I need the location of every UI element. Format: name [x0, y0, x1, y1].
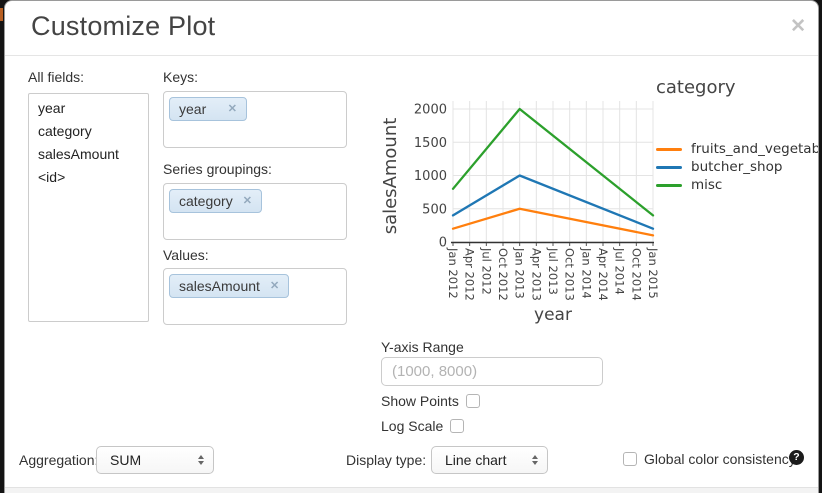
- values-box[interactable]: salesAmount ✕: [163, 268, 347, 325]
- field-tag[interactable]: category ✕: [169, 189, 262, 213]
- legend-line-swatch: [656, 165, 682, 169]
- log-scale-checkbox[interactable]: [450, 419, 465, 433]
- keys-label: Keys:: [163, 69, 199, 85]
- all-fields-label: All fields:: [28, 69, 85, 85]
- field-list-item[interactable]: salesAmount: [38, 146, 119, 162]
- svg-text:Jan 2012: Jan 2012: [446, 247, 460, 299]
- y-axis-range-input[interactable]: [381, 357, 603, 386]
- chart-preview: 0 500 1000 1500 2000 Jan 2012 Apr 2012 Jul 2012…: [377, 59, 669, 335]
- show-points-checkbox[interactable]: [465, 394, 480, 408]
- svg-text:1000: 1000: [414, 169, 447, 184]
- show-points-label: Show Points: [381, 393, 459, 409]
- legend-entry: butcher_shop: [656, 158, 818, 176]
- svg-text:Oct 2012: Oct 2012: [496, 248, 510, 301]
- svg-text:Jan 2014: Jan 2014: [579, 247, 593, 299]
- global-color-label: Global color consistency: [644, 451, 796, 467]
- series-groupings-box[interactable]: category ✕: [163, 183, 347, 240]
- field-list-item[interactable]: <id>: [38, 169, 66, 185]
- svg-text:1500: 1500: [414, 136, 447, 151]
- field-tag-label: category: [179, 193, 233, 209]
- help-icon[interactable]: ?: [789, 450, 804, 465]
- svg-text:Jul 2014: Jul 2014: [613, 247, 627, 295]
- display-type-label: Display type:: [346, 452, 427, 468]
- show-points-row: Show Points: [381, 393, 480, 409]
- aggregation-label: Aggregation:: [19, 452, 99, 468]
- dialog-header: Customize Plot ✕: [5, 1, 818, 56]
- svg-text:Oct 2013: Oct 2013: [563, 248, 577, 301]
- legend-entry: misc: [656, 176, 818, 194]
- svg-text:salesAmount: salesAmount: [380, 118, 401, 235]
- tag-remove-icon[interactable]: ✕: [242, 194, 252, 207]
- field-tag-label: year: [179, 101, 207, 117]
- display-type-selected-value: Line chart: [445, 452, 507, 468]
- legend-entry-label: butcher_shop: [691, 159, 783, 175]
- y-axis-range-label: Y-axis Range: [381, 339, 464, 355]
- values-label: Values:: [163, 247, 209, 263]
- legend-entry-label: fruits_and_vegetables: [691, 141, 819, 157]
- aggregation-select[interactable]: SUM: [96, 446, 214, 474]
- svg-text:Apr 2014: Apr 2014: [596, 248, 610, 301]
- field-list-item[interactable]: year: [38, 100, 66, 116]
- series-groupings-label: Series groupings:: [163, 161, 272, 177]
- svg-text:Apr 2013: Apr 2013: [529, 248, 543, 301]
- svg-text:Jan 2015: Jan 2015: [646, 247, 660, 299]
- svg-text:Jan 2013: Jan 2013: [513, 247, 527, 299]
- select-stepper-icon: [532, 455, 538, 465]
- global-color-checkbox[interactable]: [623, 452, 637, 466]
- log-scale-row: Log Scale: [381, 418, 465, 434]
- keys-box[interactable]: year ✕: [163, 91, 347, 148]
- legend-entry-label: misc: [691, 177, 723, 193]
- legend-line-swatch: [656, 147, 682, 151]
- all-fields-listbox[interactable]: year category salesAmount <id>: [28, 93, 149, 322]
- background-page-sliver: [0, 8, 3, 21]
- field-list-item[interactable]: category: [38, 123, 92, 139]
- dialog-title: Customize Plot: [31, 11, 216, 41]
- select-stepper-icon: [198, 455, 204, 465]
- tag-remove-icon[interactable]: ✕: [269, 279, 280, 292]
- close-icon[interactable]: ✕: [790, 16, 806, 37]
- global-color-row: Global color consistency: [623, 451, 796, 467]
- field-tag[interactable]: year ✕: [169, 97, 247, 121]
- svg-text:Jul 2012: Jul 2012: [479, 247, 493, 295]
- svg-text:2000: 2000: [414, 103, 447, 118]
- dialog-footer: [5, 487, 818, 493]
- field-tag[interactable]: salesAmount ✕: [169, 274, 290, 298]
- legend-title: category: [656, 77, 736, 98]
- legend-entry: fruits_and_vegetables: [656, 140, 819, 158]
- legend-line-swatch: [656, 183, 682, 187]
- display-type-select[interactable]: Line chart: [431, 446, 548, 474]
- chart-legend: category: [656, 77, 818, 98]
- svg-text:Apr 2012: Apr 2012: [463, 248, 477, 301]
- log-scale-label: Log Scale: [381, 418, 444, 434]
- line-chart: 0 500 1000 1500 2000 Jan 2012 Apr 2012 Jul 2012…: [380, 101, 660, 325]
- tag-remove-icon[interactable]: ✕: [227, 102, 237, 115]
- customize-plot-dialog: Customize Plot ✕ All fields: year categor…: [4, 0, 819, 493]
- svg-text:Jul 2013: Jul 2013: [546, 247, 560, 295]
- svg-text:year: year: [534, 305, 572, 325]
- aggregation-selected-value: SUM: [110, 452, 142, 468]
- svg-text:500: 500: [422, 202, 447, 217]
- svg-text:Oct 2014: Oct 2014: [629, 248, 643, 301]
- svg-text:0: 0: [439, 236, 447, 251]
- field-tag-label: salesAmount: [179, 278, 260, 294]
